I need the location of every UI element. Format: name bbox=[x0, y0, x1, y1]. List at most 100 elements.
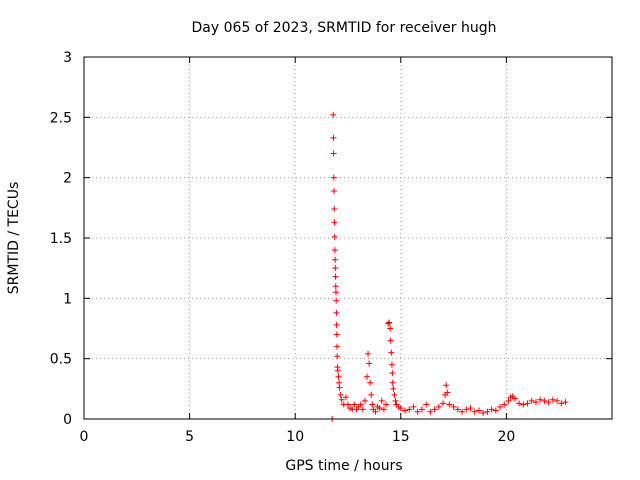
data-point bbox=[497, 403, 504, 410]
data-point bbox=[427, 408, 434, 415]
data-point bbox=[388, 361, 395, 368]
x-tick-label: 0 bbox=[80, 429, 89, 445]
data-point bbox=[345, 401, 351, 408]
data-point bbox=[562, 399, 569, 406]
data-point bbox=[334, 353, 341, 360]
data-point bbox=[376, 405, 383, 412]
data-point bbox=[392, 397, 399, 404]
data-point bbox=[558, 400, 565, 407]
data-point bbox=[359, 406, 366, 413]
data-point bbox=[423, 401, 430, 408]
x-tick-label: 10 bbox=[286, 429, 304, 445]
data-point bbox=[334, 343, 341, 350]
data-point bbox=[332, 265, 339, 272]
data-point bbox=[410, 403, 417, 410]
data-point bbox=[397, 405, 404, 412]
data-point bbox=[330, 174, 337, 181]
data-series-srmtid bbox=[329, 111, 569, 422]
data-point bbox=[480, 409, 487, 416]
data-point bbox=[402, 407, 409, 414]
data-point bbox=[366, 360, 373, 367]
data-point bbox=[342, 394, 349, 401]
data-point bbox=[332, 283, 339, 290]
data-point bbox=[334, 367, 341, 374]
data-point bbox=[336, 384, 343, 391]
data-point bbox=[385, 320, 392, 327]
data-point bbox=[369, 401, 376, 408]
data-point bbox=[443, 382, 450, 389]
data-point bbox=[330, 150, 337, 157]
data-point bbox=[388, 349, 395, 356]
chart-title: Day 065 of 2023, SRMTID for receiver hug… bbox=[192, 20, 497, 36]
data-point bbox=[331, 247, 338, 254]
y-tick-label: 0 bbox=[63, 412, 72, 428]
x-tick-label: 5 bbox=[185, 429, 194, 445]
data-point bbox=[414, 408, 421, 415]
data-point bbox=[389, 370, 396, 377]
data-point bbox=[418, 406, 425, 413]
data-point bbox=[532, 399, 539, 406]
data-point bbox=[367, 379, 374, 386]
y-axis-label: SRMTID / TECUs bbox=[6, 182, 22, 295]
data-point bbox=[332, 289, 339, 296]
data-point bbox=[386, 319, 393, 326]
data-point bbox=[391, 391, 398, 398]
data-point bbox=[331, 219, 338, 226]
data-point bbox=[488, 406, 495, 413]
data-point bbox=[331, 233, 338, 240]
data-point bbox=[351, 401, 358, 408]
data-point bbox=[450, 403, 457, 410]
data-point bbox=[330, 134, 337, 141]
data-point bbox=[361, 397, 368, 404]
data-point bbox=[383, 401, 390, 408]
y-tick-label: 3 bbox=[63, 50, 72, 66]
y-tick-label: 1.5 bbox=[50, 231, 72, 247]
y-tick-label: 1 bbox=[63, 291, 72, 307]
data-point bbox=[368, 391, 375, 398]
data-point bbox=[463, 406, 470, 413]
data-point bbox=[520, 401, 527, 408]
data-point bbox=[446, 401, 453, 408]
data-point bbox=[444, 389, 451, 396]
data-point bbox=[554, 397, 561, 404]
data-point bbox=[537, 396, 544, 403]
data-point bbox=[380, 406, 387, 413]
data-point bbox=[475, 407, 482, 414]
x-tick-label: 20 bbox=[497, 429, 515, 445]
data-point bbox=[545, 399, 552, 406]
data-point bbox=[357, 401, 364, 408]
data-point bbox=[528, 397, 535, 404]
data-point bbox=[378, 397, 385, 404]
y-tick-label: 2 bbox=[63, 171, 72, 187]
data-point bbox=[338, 396, 345, 403]
data-point bbox=[484, 408, 491, 415]
y-tick-label: 0.5 bbox=[50, 352, 72, 368]
data-point bbox=[541, 397, 548, 404]
data-point bbox=[454, 406, 461, 413]
data-point bbox=[467, 405, 474, 412]
data-point bbox=[501, 401, 508, 408]
data-point bbox=[333, 331, 340, 338]
data-point bbox=[365, 350, 372, 357]
data-point bbox=[333, 321, 340, 328]
y-tick-label: 2.5 bbox=[50, 110, 72, 126]
data-point bbox=[492, 407, 499, 414]
data-point bbox=[337, 391, 344, 398]
data-point bbox=[387, 337, 394, 344]
data-point bbox=[389, 379, 396, 386]
data-point bbox=[333, 297, 340, 304]
data-point bbox=[387, 325, 394, 332]
data-point bbox=[390, 385, 397, 392]
data-point bbox=[330, 111, 337, 118]
x-axis-label: GPS time / hours bbox=[285, 458, 402, 474]
data-point bbox=[372, 408, 379, 415]
data-point bbox=[335, 373, 342, 380]
data-point bbox=[459, 408, 466, 415]
data-point bbox=[332, 256, 339, 263]
data-point bbox=[516, 400, 523, 407]
data-point bbox=[524, 400, 531, 407]
data-point bbox=[331, 187, 338, 194]
data-point bbox=[435, 403, 442, 410]
